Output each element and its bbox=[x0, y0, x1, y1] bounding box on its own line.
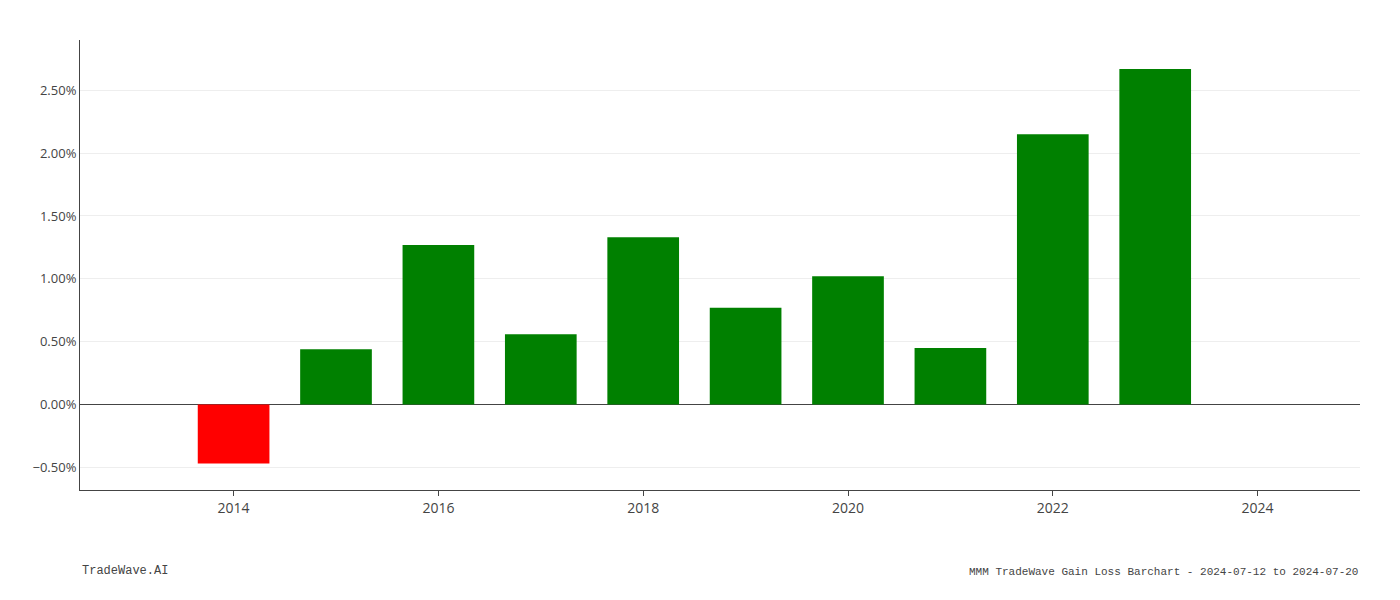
svg-text:2018: 2018 bbox=[627, 498, 659, 517]
svg-text:2.00%: 2.00% bbox=[40, 144, 77, 162]
svg-text:0.50%: 0.50% bbox=[40, 332, 77, 350]
svg-text:MMM TradeWave Gain Loss Barcha: MMM TradeWave Gain Loss Barchart - 2024-… bbox=[969, 566, 1358, 578]
svg-text:2020: 2020 bbox=[832, 498, 864, 517]
svg-text:−0.50%: −0.50% bbox=[32, 458, 76, 476]
svg-text:2024: 2024 bbox=[1242, 498, 1274, 517]
svg-text:TradeWave.AI: TradeWave.AI bbox=[82, 564, 168, 578]
svg-text:2.50%: 2.50% bbox=[40, 81, 77, 99]
svg-text:1.00%: 1.00% bbox=[40, 269, 77, 287]
svg-text:2014: 2014 bbox=[218, 498, 250, 517]
svg-text:2016: 2016 bbox=[422, 498, 454, 517]
svg-text:2022: 2022 bbox=[1037, 498, 1069, 517]
svg-text:1.50%: 1.50% bbox=[40, 207, 77, 225]
svg-text:0.00%: 0.00% bbox=[40, 395, 77, 413]
